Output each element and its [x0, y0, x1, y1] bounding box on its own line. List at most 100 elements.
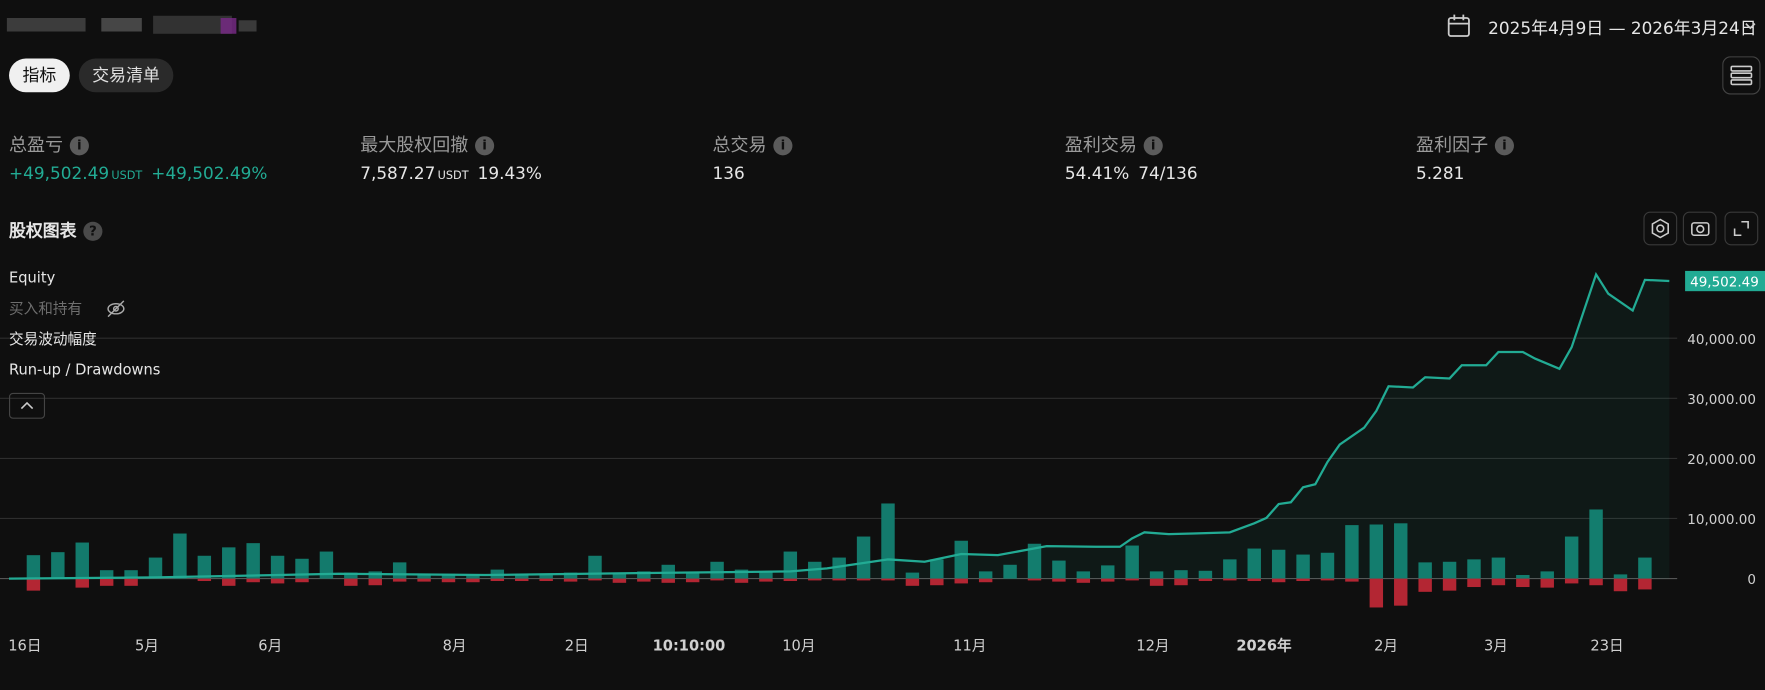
runup-bar [466, 575, 480, 579]
y-tick-label: 10,000.00 [1687, 512, 1756, 528]
runup-bar [1320, 552, 1335, 579]
percent: 19.43% [477, 163, 542, 184]
runup-bar [1296, 554, 1310, 579]
runup-bar [1540, 571, 1554, 579]
y-tick-label: 20,000.00 [1687, 452, 1756, 468]
drawdown-bar [1467, 578, 1481, 588]
runup-bar [319, 551, 334, 579]
metric-value: 5.281 [1416, 163, 1465, 184]
info-icon[interactable]: i [1143, 136, 1163, 156]
drawdown-bar [246, 578, 260, 583]
expand-icon [1733, 220, 1749, 237]
value: 7,587.27 [360, 163, 436, 184]
percent: +49,502.49% [151, 163, 268, 184]
date-range[interactable]: 2025年4月9日 — 2026年3月24日 [1488, 18, 1757, 39]
drawdown-bar [99, 578, 114, 586]
x-tick-label: 6月 [258, 638, 282, 655]
info-icon[interactable]: i [773, 136, 793, 156]
x-tick-label: 2月 [1374, 638, 1398, 655]
calendar-icon[interactable] [1446, 14, 1471, 39]
runup-bar [1369, 524, 1384, 579]
drawdown-bar [563, 578, 578, 582]
legend-entry[interactable]: Equity [9, 270, 56, 287]
runup-bar [1564, 536, 1579, 579]
legend-entry[interactable]: 买入和持有 [9, 300, 82, 317]
drawdown-bar [1101, 578, 1115, 582]
runup-bar [1491, 557, 1506, 579]
runup-bar [1125, 545, 1139, 579]
value: +49,502.49 [9, 163, 110, 184]
chevron[interactable] [1744, 20, 1758, 31]
drawdown-bar [1052, 578, 1066, 582]
y-tick-label: 40,000.00 [1687, 332, 1756, 348]
runup-bar [710, 561, 724, 579]
runup-bar [148, 557, 163, 579]
metric-label: 总交易 i [713, 129, 793, 156]
drawdown-bar [1589, 578, 1603, 586]
metric-label-text: 盈利交易 [1064, 133, 1137, 156]
drawdown-bar [661, 578, 675, 583]
menu-button[interactable] [1722, 56, 1761, 95]
info-icon[interactable]: i [69, 136, 89, 156]
drawdown-bar [197, 578, 212, 582]
runup-bar [1516, 575, 1530, 579]
drawdown-bar [1125, 578, 1139, 581]
runup-bar [1271, 549, 1286, 579]
last-value-box [1685, 270, 1765, 292]
drawdown-bar [685, 578, 700, 583]
drawdown-bar [930, 578, 944, 586]
runup-bar [1027, 543, 1042, 579]
drawdown-bar [1174, 578, 1188, 586]
runup-bar [1052, 560, 1066, 579]
runup-bar [1198, 570, 1213, 579]
drawdown-bar [26, 578, 41, 591]
snapshot-button[interactable] [1682, 211, 1717, 246]
metric-value: 136 [712, 163, 745, 184]
runup-bar [1638, 557, 1652, 579]
drawdown-bar [710, 578, 724, 581]
slash [107, 300, 125, 318]
runup-bar [344, 572, 358, 579]
drawdown-bar [124, 578, 138, 586]
fullscreen-button[interactable] [1724, 211, 1759, 246]
runup-bar [759, 571, 773, 579]
section-title: 股权图表? [9, 218, 103, 242]
x-tick-label: 11月 [953, 638, 986, 655]
drawdown-bar [1320, 578, 1335, 581]
drawdown-bar [490, 578, 505, 582]
drawdown-bar [270, 578, 285, 584]
drawdown-bar [417, 578, 431, 582]
drawdown-bar [1198, 578, 1213, 582]
info-icon[interactable]: i [475, 136, 495, 156]
metric-label: 最大股权回撤 i [360, 129, 495, 156]
drawdown-bar [1613, 578, 1628, 592]
metric-value: 7,587.27 USDT 19.43% [360, 163, 542, 183]
drawdown-bar [1076, 578, 1091, 583]
runup-bar [1223, 559, 1237, 579]
tab-active[interactable]: 指标 [9, 58, 70, 93]
settings-button[interactable] [1643, 211, 1678, 246]
x-tick-label: 2日 [565, 638, 589, 655]
drawdown-bar [1516, 578, 1530, 588]
runup-bar [270, 555, 285, 579]
drawdown-bar [344, 578, 358, 586]
help-icon[interactable]: ? [83, 221, 103, 241]
runup-bar [685, 572, 700, 579]
legend-entry[interactable]: Run-up / Drawdowns [9, 362, 160, 379]
runup-bar [26, 555, 41, 579]
metric-value: +49,502.49 USDT +49,502.49% [9, 163, 267, 183]
info-icon[interactable]: i [1494, 136, 1515, 156]
tab[interactable]: 交易清单 [78, 58, 174, 93]
runup-bar [1149, 571, 1164, 579]
runup-bar [1613, 574, 1628, 579]
collapse-button[interactable] [9, 392, 46, 419]
metric-label: 总盈亏 i [9, 129, 89, 156]
legend-entry[interactable]: 交易波动幅度 [9, 330, 97, 348]
x-tick-label: 10:10:00 [653, 638, 726, 655]
drawdown-bar [832, 578, 846, 581]
runup-bar [1003, 564, 1017, 579]
unit: USDT [111, 169, 143, 183]
runup-bar [978, 571, 993, 579]
y-tick-label: 0 [1747, 572, 1756, 588]
